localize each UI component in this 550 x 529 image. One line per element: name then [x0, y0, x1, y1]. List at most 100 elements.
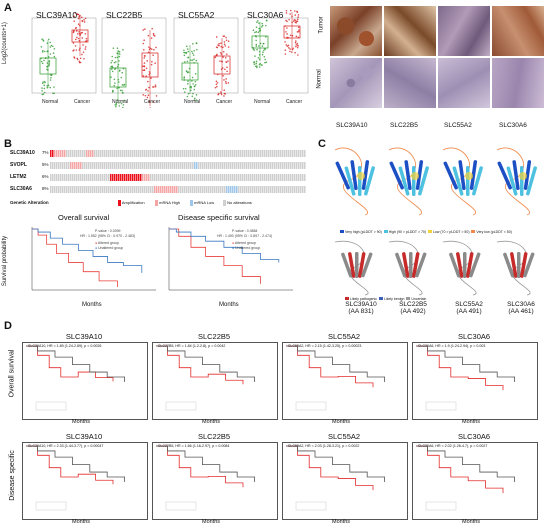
onco-cell: [88, 174, 90, 181]
helix: [520, 252, 528, 278]
onco-cell: [304, 186, 306, 193]
onco-cell: [212, 174, 214, 181]
onco-cell: [50, 162, 52, 169]
os-hr: HR : 1.552 (95% CI : 0.970 - 2.483): [80, 234, 136, 238]
onco-cell: [172, 174, 174, 181]
point: [222, 35, 225, 38]
onco-cell: [68, 150, 70, 157]
onco-cell: [254, 162, 256, 169]
helix: [358, 166, 362, 196]
onco-cell: [66, 162, 68, 169]
onco-cell: [80, 150, 82, 157]
point: [72, 31, 75, 34]
panel-a-ylabel: Log2(counts+1): [1, 22, 8, 64]
onco-cell: [196, 174, 198, 181]
panel-d-label: D: [4, 320, 12, 332]
onco-cell: [70, 174, 72, 181]
onco-gene-4: SLC30A6: [10, 186, 32, 192]
onco-cell: [266, 186, 268, 193]
point: [121, 84, 124, 86]
onco-cell: [94, 186, 96, 193]
onco-cell: [96, 174, 98, 181]
onco-cell: [228, 186, 230, 193]
helix: [361, 252, 373, 278]
d-curve-0-0: [26, 345, 125, 411]
point: [186, 48, 189, 50]
onco-cell: [242, 150, 244, 157]
onco-cell: [264, 150, 266, 157]
point: [260, 64, 262, 66]
point: [84, 32, 87, 35]
onco-cell: [56, 186, 58, 193]
point: [216, 81, 219, 84]
os-leg1: ● Altered group: [95, 241, 119, 245]
os-xlabel: Months: [82, 302, 102, 308]
onco-cell: [132, 162, 134, 169]
onco-cell: [154, 174, 156, 181]
onco-cell: [274, 162, 276, 169]
onco-cell: [176, 150, 178, 157]
onco-cell: [76, 150, 78, 157]
point: [78, 61, 81, 64]
onco-cell: [72, 174, 74, 181]
point: [187, 80, 189, 82]
onco-cell: [246, 174, 248, 181]
onco-cell: [98, 162, 100, 169]
helix: [348, 252, 356, 278]
onco-cell: [186, 186, 188, 193]
onco-cell: [60, 162, 62, 169]
legend-box: [35, 401, 67, 411]
onco-cell: [134, 162, 136, 169]
point: [218, 44, 220, 47]
onco-cell: [92, 174, 94, 181]
onco-cell: [134, 150, 136, 157]
onco-cell: [68, 186, 70, 193]
onco-cell: [112, 174, 114, 181]
onco-cell: [120, 174, 122, 181]
onco-cell: [278, 186, 280, 193]
onco-cell: [278, 174, 280, 181]
point: [222, 46, 224, 49]
km-curve: [169, 228, 261, 284]
helix: [458, 160, 466, 190]
point: [80, 16, 83, 19]
point: [143, 65, 146, 67]
onco-cell: [140, 150, 142, 157]
onco-cell: [260, 174, 262, 181]
onco-cell: [244, 186, 246, 193]
point: [193, 49, 195, 52]
onco-cell: [66, 150, 68, 157]
onco-cell: [138, 186, 140, 193]
onco-cell: [292, 162, 294, 169]
point: [122, 48, 124, 51]
onco-cell: [190, 162, 192, 169]
onco-cell: [166, 150, 168, 157]
point: [114, 104, 116, 106]
point: [290, 9, 292, 12]
onco-cell: [118, 150, 120, 157]
point: [118, 55, 121, 58]
onco-cell: [104, 186, 106, 193]
onco-cell: [104, 174, 106, 181]
helix: [409, 252, 413, 278]
point: [257, 20, 259, 22]
point: [143, 57, 146, 59]
d-title-1-0: SLC39A10: [65, 432, 103, 441]
point: [194, 80, 197, 83]
onco-cell: [186, 174, 188, 181]
onco-cell: [238, 150, 240, 157]
box-frame-3: [173, 17, 239, 94]
xgroup-label: Normal: [184, 99, 200, 105]
onco-cell: [242, 162, 244, 169]
onco-cell: [194, 150, 196, 157]
onco-cell: [208, 162, 210, 169]
onco-cell: [182, 150, 184, 157]
onco-cell: [222, 174, 224, 181]
onco-cell: [214, 174, 216, 181]
onco-cell: [238, 162, 240, 169]
onco-cell: [286, 186, 288, 193]
ihc-normal-2: [384, 58, 436, 108]
point: [113, 78, 116, 81]
onco-cell: [82, 174, 84, 181]
point: [75, 49, 78, 51]
